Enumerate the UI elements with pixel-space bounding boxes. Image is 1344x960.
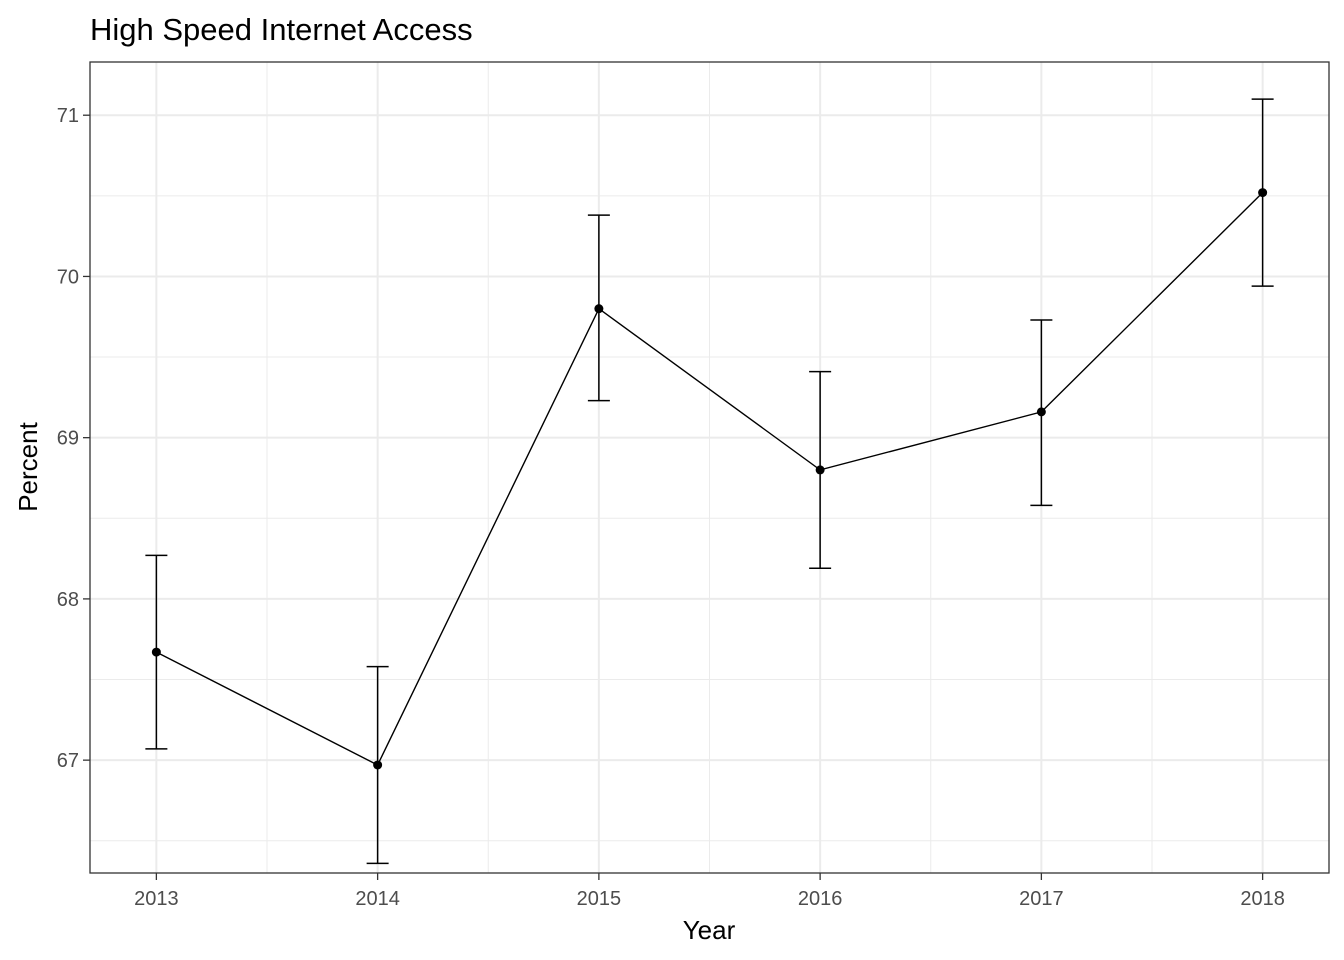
- data-point: [815, 465, 825, 475]
- y-axis-title: Percent: [13, 421, 43, 511]
- data-point: [1036, 407, 1046, 417]
- data-point: [594, 304, 604, 314]
- y-tick-label: 71: [57, 105, 79, 127]
- data-point: [1258, 188, 1268, 198]
- series-line: [156, 192, 1264, 766]
- y-tick-label: 67: [57, 750, 79, 772]
- data-point: [151, 647, 161, 657]
- grid-minor: [90, 62, 1329, 873]
- data-point: [373, 760, 383, 770]
- x-tick-label: 2017: [1019, 888, 1064, 910]
- y-axis: 67 68 69 70 71: [57, 105, 90, 772]
- x-axis: 2013 2014 2015 2016 2017 2018: [134, 873, 1285, 910]
- y-tick-label: 68: [57, 589, 79, 611]
- x-tick-label: 2018: [1240, 888, 1285, 910]
- y-tick-label: 70: [57, 266, 79, 288]
- x-tick-label: 2013: [134, 888, 179, 910]
- chart-title: High Speed Internet Access: [90, 12, 473, 47]
- x-tick-label: 2016: [798, 888, 843, 910]
- plot-panel-border: [89, 61, 1330, 874]
- x-tick-label: 2014: [355, 888, 400, 910]
- series-line-group: [156, 192, 1264, 766]
- data-points: [151, 188, 1268, 770]
- x-axis-title: Year: [683, 915, 736, 945]
- y-tick-label: 69: [57, 428, 79, 450]
- grid-major: [90, 62, 1329, 873]
- x-tick-label: 2015: [577, 888, 622, 910]
